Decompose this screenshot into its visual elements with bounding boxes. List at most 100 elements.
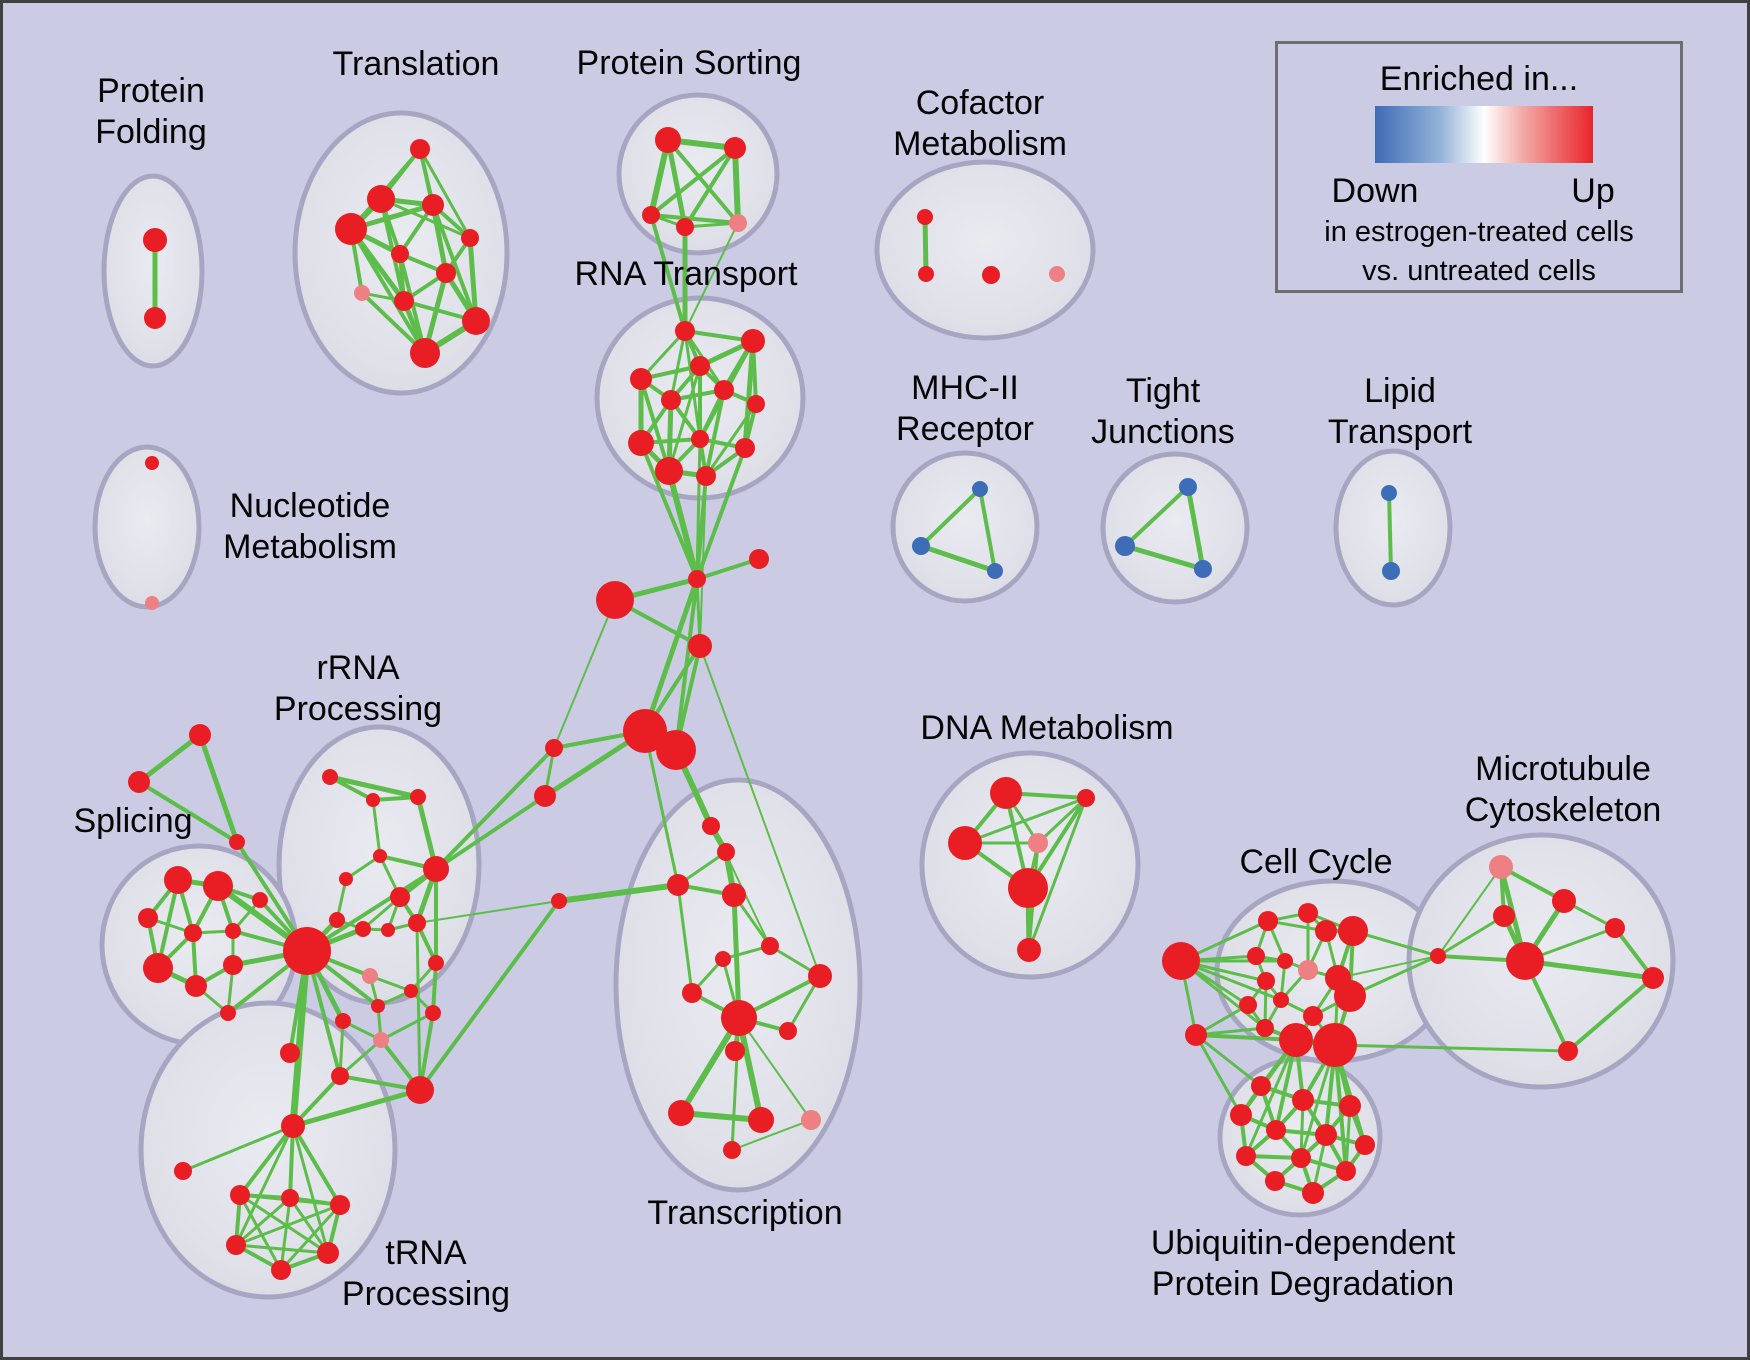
node-tri1	[189, 724, 211, 746]
edge-tj1-tj3	[1185, 484, 1206, 572]
node-ub5	[1266, 1120, 1286, 1140]
node-q6	[390, 887, 410, 907]
node-mh3	[987, 563, 1003, 579]
edge-mh1-mh3	[978, 487, 997, 573]
edge-x1-x5	[238, 1193, 330, 1255]
node-q7	[339, 872, 353, 886]
edge-q2-q4	[371, 798, 382, 858]
node-cc2	[1298, 903, 1318, 923]
node-t6	[391, 245, 409, 263]
node-tr3	[667, 874, 689, 896]
node-sp3	[138, 908, 158, 928]
edge-tr9-tr16	[730, 1016, 741, 1152]
edge-cc13-mt4	[1348, 954, 1440, 998]
node-j1	[688, 570, 706, 588]
node-cc3	[1315, 920, 1337, 942]
edge-m1-x4	[234, 1124, 295, 1247]
node-x6	[271, 1260, 291, 1280]
node-d6	[1017, 938, 1041, 962]
cluster-label-nucleotide-metabolism-line1: Nucleotide	[230, 487, 391, 525]
edge-tr9-tr13	[678, 1015, 742, 1116]
edge-r11-j1	[666, 468, 700, 582]
node-q1	[322, 769, 338, 785]
edge-mt7-mt8	[1566, 976, 1655, 1053]
edge-x3-x6	[279, 1203, 342, 1272]
edge-d2-d4	[1036, 796, 1088, 845]
edge-p3-r1	[649, 213, 687, 333]
legend-gradient-bar	[1375, 106, 1593, 163]
node-tr8	[682, 983, 702, 1003]
node-cc18	[1313, 1023, 1357, 1067]
cluster-ellipse-trna-processing	[138, 1000, 398, 1300]
node-cc10	[1239, 996, 1257, 1014]
node-r10	[735, 438, 755, 458]
edge-p1-p5	[666, 138, 740, 225]
node-pf1	[143, 228, 167, 252]
cluster-ellipse-tight-junctions	[1100, 451, 1250, 605]
cluster-label-mhc-ii-receptor-line1: MHC-II	[911, 369, 1019, 407]
cluster-label-protein-sorting: Protein Sorting	[577, 44, 802, 82]
node-cc4	[1338, 916, 1368, 946]
edge-cc16-ub4	[1194, 1033, 1243, 1117]
node-d5	[1008, 868, 1048, 908]
edge-c3-r12	[699, 475, 707, 647]
node-ub11	[1336, 1161, 1356, 1181]
edge-p2-p5	[732, 145, 741, 226]
node-cc1	[1258, 911, 1278, 931]
node-tr10	[808, 964, 832, 988]
cluster-label-dna-metabolism: DNA Metabolism	[920, 709, 1173, 747]
node-nl	[551, 893, 567, 909]
node-q5	[423, 856, 449, 882]
edge-cc17-ub8	[1244, 1038, 1298, 1158]
node-sp10	[220, 1005, 236, 1021]
node-tri2	[128, 771, 150, 793]
cluster-label-lipid-transport-line1: Lipid	[1364, 372, 1436, 410]
node-mt8	[1558, 1041, 1578, 1061]
edge-m1-ul	[181, 1124, 295, 1173]
node-cc8	[1257, 972, 1275, 990]
node-r2	[741, 329, 765, 353]
edge-mh1-mh2	[919, 487, 982, 548]
cluster-label-rrna-processing-line1: rRNA	[316, 649, 399, 687]
node-tj2	[1115, 536, 1135, 556]
edge-p2-p3	[649, 146, 737, 217]
cluster-label-cofactor-metabolism-line1: Cofactor	[916, 84, 1045, 122]
node-nm1	[145, 456, 159, 470]
node-r12	[696, 466, 716, 486]
edge-r2-r10	[742, 338, 756, 451]
edge-p2-p4	[683, 146, 737, 229]
legend-down-label: Down	[1331, 172, 1419, 210]
edge-lp1-lp2	[1387, 491, 1393, 573]
edge-x2-x4	[234, 1196, 292, 1247]
node-tr12	[725, 1041, 745, 1061]
edge-r5-r12	[704, 388, 726, 478]
node-c1	[749, 549, 769, 569]
node-cc16	[1185, 1024, 1207, 1046]
node-tr6	[715, 951, 731, 967]
edge-t1-t5	[418, 147, 472, 240]
node-t1	[410, 139, 430, 159]
edge-q16-q17	[431, 961, 438, 1015]
edge-q1-q3	[327, 774, 421, 800]
node-mt2	[1552, 889, 1576, 913]
node-m1	[281, 1114, 305, 1138]
node-mt6	[1605, 918, 1625, 938]
cluster-label-ubiquitin-degradation-line2: Protein Degradation	[1152, 1265, 1454, 1303]
cluster-ellipse-mhc-ii-receptor	[890, 450, 1040, 604]
legend-context-line1: in estrogen-treated cells	[1324, 216, 1634, 248]
node-pf2	[144, 307, 166, 329]
node-sp9	[223, 955, 243, 975]
node-r11	[655, 457, 683, 485]
node-sp6	[252, 892, 268, 908]
edge-x3-x4	[234, 1203, 342, 1247]
node-p3	[642, 206, 660, 224]
node-q14	[371, 999, 385, 1013]
node-r5	[714, 380, 734, 400]
cluster-label-lipid-transport-line2: Transport	[1328, 413, 1473, 451]
node-q12	[283, 927, 331, 975]
node-ub4	[1230, 1104, 1252, 1126]
node-q3	[410, 789, 426, 805]
edge-m1-x5	[291, 1124, 330, 1255]
node-sp4	[184, 924, 202, 942]
node-tj1	[1179, 478, 1197, 496]
